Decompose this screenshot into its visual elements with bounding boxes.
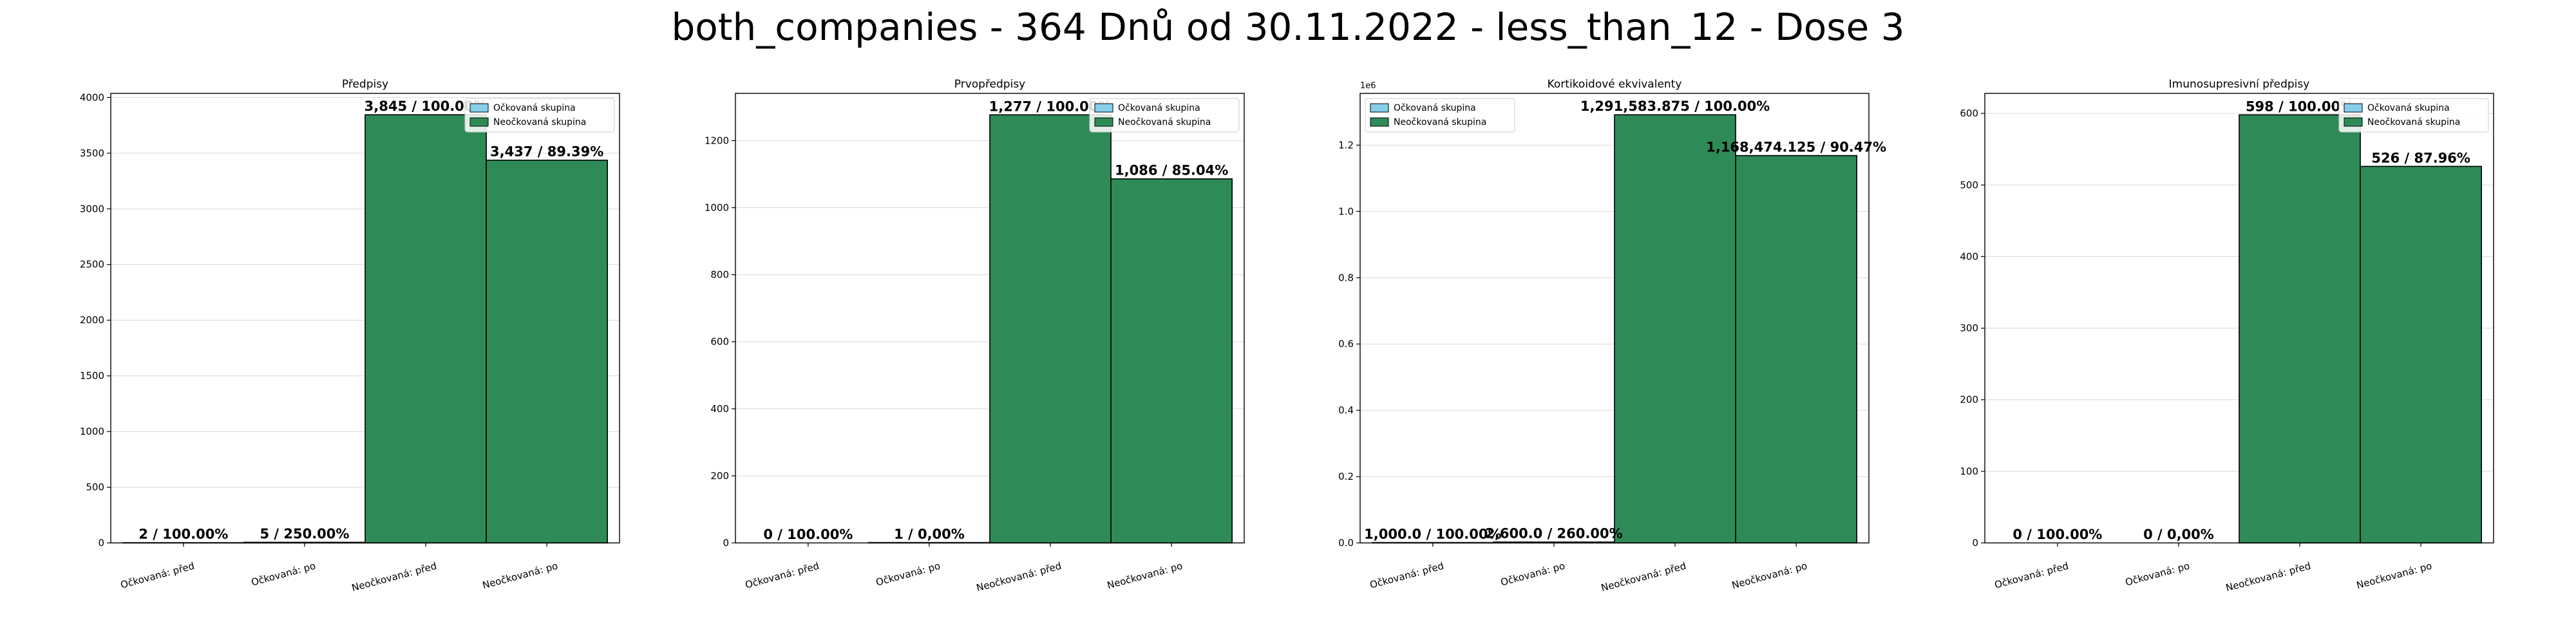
legend-box — [1089, 98, 1240, 133]
y-tick-label: 1000 — [705, 202, 729, 213]
bar-value-label: 0 / 0,00% — [2143, 527, 2214, 542]
legend-label-vaccinated: Očkovaná skupina — [1118, 103, 1200, 113]
axes-frame — [1984, 93, 2494, 544]
legend: Očkovaná skupina Neočkovaná skupina — [2338, 98, 2489, 133]
bar-value-label: 5 / 250.00% — [260, 526, 349, 542]
y-tick-label: 0.8 — [1338, 272, 1354, 283]
bar-value-label: 1 / 0,00% — [894, 526, 965, 542]
bar-value-label: 2 / 100.00% — [138, 527, 228, 542]
legend-box — [2338, 98, 2489, 133]
y-tick-label: 200 — [1960, 394, 1978, 406]
legend-label-unvaccinated: Neočkovaná skupina — [493, 117, 586, 128]
y-tick-label: 0 — [1972, 537, 1978, 549]
y-tick-label: 3500 — [80, 147, 104, 159]
y-tick-label: 0.2 — [1338, 471, 1354, 482]
bar-value-label: 1,086 / 85.04% — [1115, 163, 1228, 178]
y-offset-text: 1e6 — [1360, 81, 1376, 91]
y-tick-label: 1.2 — [1338, 139, 1354, 151]
y-tick-label: 600 — [710, 336, 729, 348]
legend-swatch-unvaccinated — [469, 117, 489, 127]
legend: Očkovaná skupina Neočkovaná skupina — [464, 98, 615, 133]
y-tick-label: 0 — [98, 537, 104, 549]
bar — [2239, 114, 2361, 544]
y-tick-label: 1500 — [80, 370, 104, 382]
bar-value-label: 0 / 100.00% — [763, 527, 853, 542]
charts-container: 2 / 100.00% 5 / 250.00%3,845 / 100.00%3,4… — [80, 78, 2494, 594]
y-tick-label: 0.0 — [1338, 537, 1354, 549]
bar — [1614, 114, 1736, 544]
figure-suptitle: both_companies - 364 Dnů od 30.11.2022 -… — [671, 5, 1904, 49]
y-tick-label: 600 — [1960, 108, 1978, 119]
y-tick-label: 300 — [1960, 323, 1978, 334]
legend-swatch-vaccinated — [469, 103, 489, 113]
axes-frame — [735, 93, 1245, 544]
bar-value-label: 1,168,474.125 / 90.47% — [1706, 140, 1886, 155]
bar-value-label: 1,291,583.875 / 100.00% — [1580, 99, 1770, 114]
legend-label-unvaccinated: Neočkovaná skupina — [1118, 117, 1211, 128]
legend-swatch-vaccinated — [1370, 103, 1389, 113]
y-tick-label: 2500 — [80, 259, 104, 270]
y-tick-label: 400 — [1960, 251, 1978, 262]
bar — [2360, 166, 2482, 544]
legend-swatch-vaccinated — [2344, 103, 2363, 113]
y-tick-label: 1.0 — [1338, 205, 1354, 217]
bar — [989, 114, 1112, 544]
legend: Očkovaná skupina Neočkovaná skupina — [1089, 98, 1240, 133]
legend: Očkovaná skupina Neočkovaná skupina — [1365, 98, 1515, 133]
y-tick-label: 1000 — [80, 426, 104, 437]
chart-title: Imunosupresivní předpisy — [2169, 78, 2310, 91]
axes-frame — [110, 93, 620, 544]
bar — [486, 159, 608, 544]
chart-panel: 2 / 100.00% 5 / 250.00%3,845 / 100.00%3,4… — [80, 78, 620, 594]
legend-label-vaccinated: Očkovaná skupina — [1394, 103, 1476, 113]
y-tick-label: 500 — [1960, 179, 1978, 191]
y-tick-label: 4000 — [80, 91, 104, 103]
bar-value-label: 0 / 100.00% — [2012, 527, 2102, 542]
bar-value-label: 1,000.0 / 100.00% — [1364, 526, 1501, 542]
legend-box — [464, 98, 615, 133]
y-tick-label: 500 — [86, 482, 104, 493]
legend-label-vaccinated: Očkovaná skupina — [493, 103, 576, 113]
bar-value-label: 526 / 87.96% — [2371, 150, 2470, 166]
chart-title: Předpisy — [342, 78, 388, 91]
bar-value-label: 2,600.0 / 260.00% — [1485, 526, 1622, 542]
axes-frame — [1359, 93, 1870, 544]
y-tick-label: 0.4 — [1338, 404, 1354, 416]
y-tick-label: 2000 — [80, 314, 104, 326]
bar — [1110, 178, 1233, 544]
y-tick-label: 400 — [710, 403, 729, 415]
chart-title: Kortikoidové ekvivalenty — [1548, 78, 1682, 91]
legend-swatch-unvaccinated — [2344, 117, 2363, 127]
legend-swatch-vaccinated — [1094, 103, 1113, 113]
legend-label-vaccinated: Očkovaná skupina — [2367, 103, 2450, 113]
y-tick-label: 200 — [710, 470, 729, 482]
legend-box — [1365, 98, 1515, 133]
legend-label-unvaccinated: Neočkovaná skupina — [2367, 117, 2460, 128]
legend-swatch-unvaccinated — [1094, 117, 1113, 127]
y-tick-label: 1200 — [705, 135, 729, 146]
y-tick-label: 100 — [1960, 466, 1978, 477]
legend-swatch-unvaccinated — [1370, 117, 1389, 127]
chart-title: Prvopředpisy — [954, 78, 1026, 91]
bar — [365, 114, 487, 544]
legend-label-unvaccinated: Neočkovaná skupina — [1394, 117, 1486, 128]
bar-value-label: 3,437 / 89.39% — [490, 144, 603, 160]
bar — [1735, 155, 1857, 544]
y-tick-label: 0.6 — [1338, 338, 1354, 350]
y-tick-label: 3000 — [80, 203, 104, 214]
bar-value-label: 598 / 100.00% — [2246, 99, 2354, 114]
y-tick-label: 800 — [710, 269, 729, 281]
y-tick-label: 0 — [723, 537, 729, 549]
